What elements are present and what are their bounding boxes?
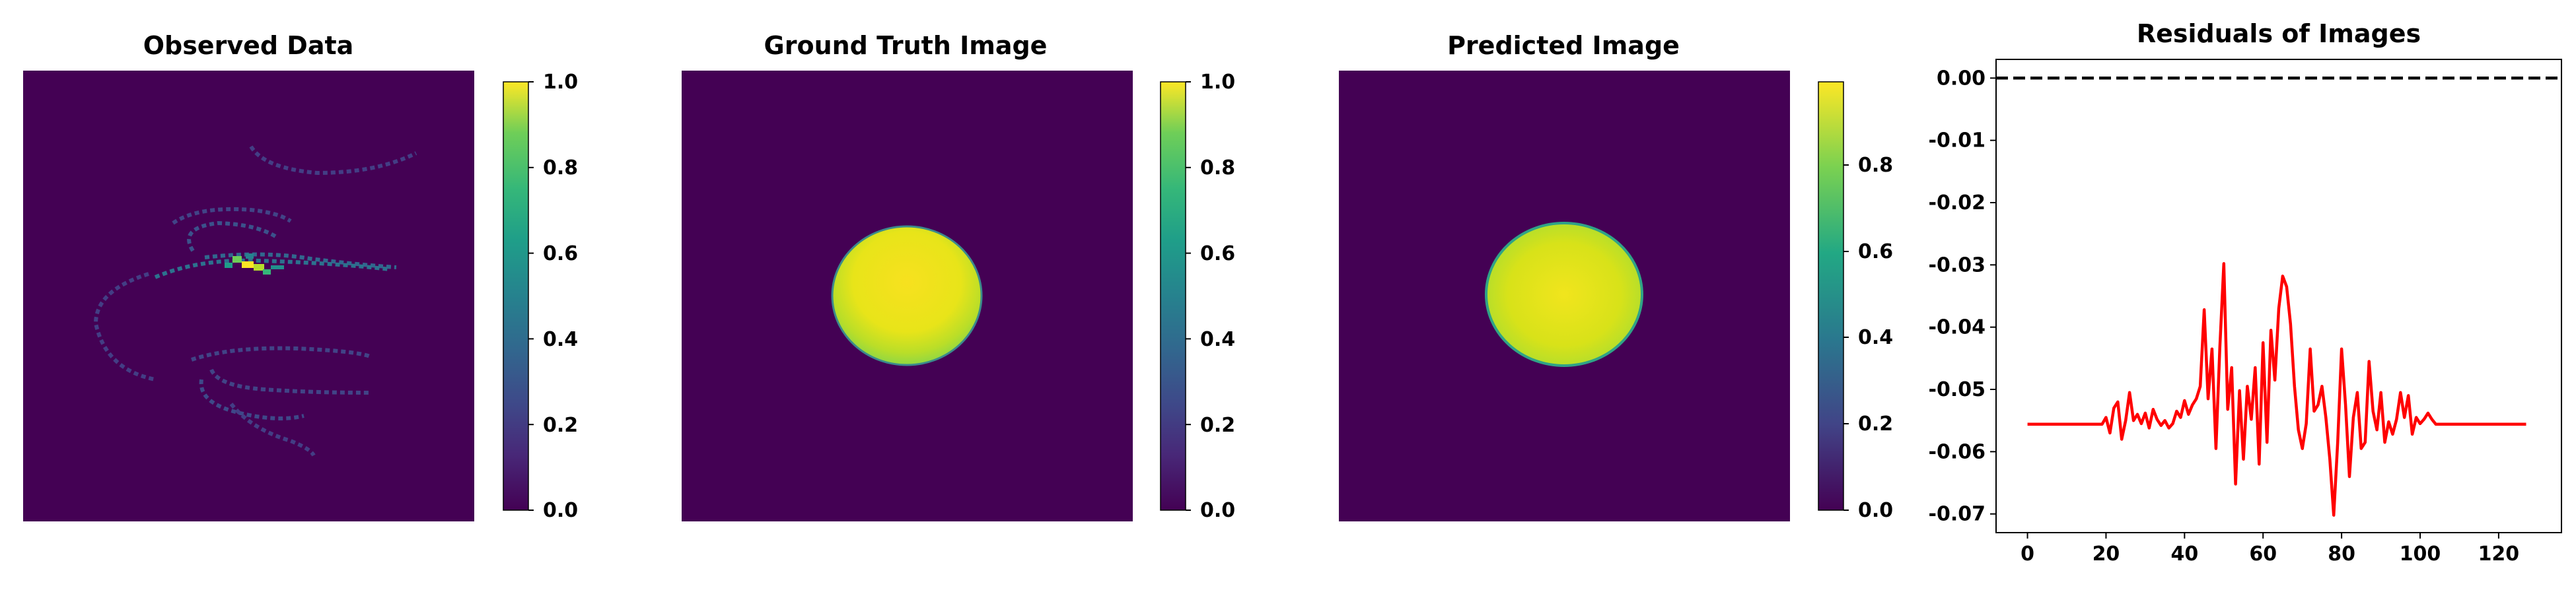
colorbar-tick-label: 0.6 [1200, 242, 1235, 265]
panel-ground-truth: Ground Truth Image 1.0 0.8 0.6 0.4 0.2 0… [682, 31, 1235, 522]
x-tick-label: 80 [2328, 543, 2355, 566]
ground-truth-disk [831, 225, 983, 366]
colorbar-predicted [1818, 81, 1844, 511]
colorbar-tick-label: 0.6 [543, 242, 578, 265]
x-tick-label: 40 [2170, 543, 2198, 566]
trajectory-arc [199, 379, 304, 420]
colorbar-tick-label: 0.0 [1858, 499, 1893, 522]
trajectory-arc [187, 220, 279, 252]
colorbar-tick-label: 0.8 [1200, 156, 1235, 180]
x-tick-label: 120 [2478, 543, 2520, 566]
panel-title-ground-truth: Ground Truth Image [764, 31, 1048, 60]
y-tick-label: 0.00 [1937, 67, 1986, 90]
plot-area [1995, 59, 2562, 533]
trajectory-arc [172, 207, 292, 225]
colorbar-tick-label: 0.4 [1200, 328, 1235, 351]
colorbar-tick-label: 0.6 [1858, 240, 1893, 263]
x-axis-ticks: 0 20 40 60 80 100 120 [2021, 533, 2519, 566]
residual-series-line [2027, 262, 2526, 517]
colorbar-tick-label: 0.8 [1858, 154, 1893, 177]
panel-title-predicted: Predicted Image [1447, 31, 1680, 60]
colorbar-ticks-ground-truth: 1.0 0.8 0.6 0.4 0.2 0.0 [1186, 71, 1235, 522]
y-tick-label: -0.05 [1929, 378, 1986, 401]
colorbar-tick-label: 0.0 [1200, 499, 1235, 522]
observed-trajectory [93, 145, 417, 457]
x-tick-label: 100 [2400, 543, 2441, 566]
colorbar-tick-label: 0.4 [1858, 326, 1893, 349]
y-tick-label: -0.04 [1929, 316, 1986, 339]
colorbar-tick-label: 1.0 [1200, 71, 1235, 94]
colorbar-tick-label: 0.2 [1200, 414, 1235, 437]
observed-heatmap [23, 71, 474, 521]
colorbar-tick-label: 0.4 [543, 328, 578, 351]
y-tick-label: -0.06 [1929, 440, 1986, 463]
x-tick-label: 0 [2021, 543, 2034, 566]
panel-predicted: Predicted Image 0.8 0.6 0.4 0.2 0.0 [1339, 31, 1893, 522]
x-tick-label: 20 [2093, 543, 2120, 566]
colorbar-ground-truth [1160, 81, 1186, 511]
trajectory-arc [93, 272, 156, 381]
y-tick-label: -0.03 [1929, 253, 1986, 277]
colorbar-tick-label: 0.0 [543, 499, 578, 522]
colorbar-ticks-observed: 1.0 0.8 0.6 0.4 0.2 0.0 [528, 71, 578, 522]
observed-bright-spot [225, 253, 284, 275]
colorbar-observed [503, 81, 529, 511]
trajectory-arc [204, 252, 397, 269]
trajectory-arc [229, 403, 316, 457]
residual-series-group [2027, 262, 2526, 517]
y-axis-ticks: 0.00 -0.01 -0.02 -0.03 -0.04 -0.05 -0.06 -0.07 [1929, 67, 1996, 526]
trajectory-arc [249, 145, 417, 176]
panel-title-observed: Observed Data [143, 31, 354, 60]
colorbar-tick-label: 1.0 [543, 71, 578, 94]
x-tick-label: 60 [2249, 543, 2277, 566]
chart-title-residuals: Residuals of Images [2137, 19, 2421, 48]
panel-observed: Observed Data [23, 31, 578, 522]
colorbar-tick-label: 0.8 [543, 156, 578, 180]
colorbar-tick-label: 0.2 [1858, 412, 1893, 436]
trajectory-arc [154, 258, 390, 279]
colorbar-tick-label: 0.2 [543, 414, 578, 437]
colorbar-ticks-predicted: 0.8 0.6 0.4 0.2 0.0 [1843, 154, 1893, 522]
predicted-disk [1485, 222, 1643, 367]
trajectory-arc [191, 346, 371, 362]
y-tick-label: -0.01 [1929, 129, 1986, 152]
y-tick-label: -0.07 [1929, 503, 1986, 526]
y-tick-label: -0.02 [1929, 191, 1986, 214]
panel-residuals: Residuals of Images 0 20 40 60 80 100 120 0.00… [1929, 19, 2562, 566]
